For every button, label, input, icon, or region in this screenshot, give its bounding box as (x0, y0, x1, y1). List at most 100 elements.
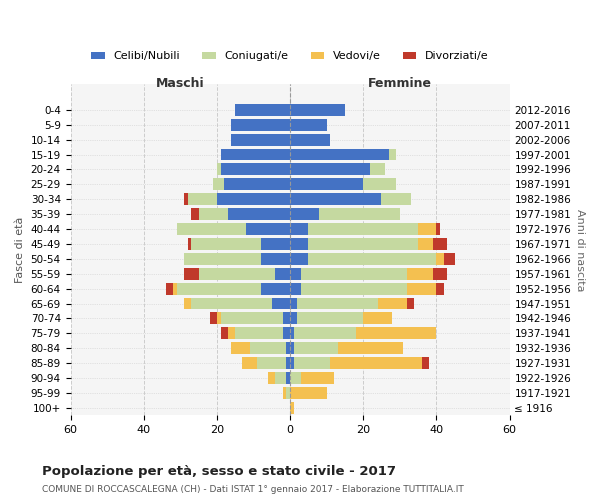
Bar (221, 164, 290, 175)
Bar (221, 328, 228, 340)
Bar (290, 282, 301, 294)
Bar (191, 298, 272, 310)
Bar (272, 298, 290, 310)
Bar (242, 357, 257, 369)
Bar (184, 268, 199, 280)
Bar (290, 253, 308, 265)
Text: Femmine: Femmine (368, 78, 432, 90)
Bar (407, 282, 436, 294)
Bar (217, 312, 221, 324)
Bar (184, 194, 188, 205)
Bar (293, 357, 330, 369)
Bar (232, 134, 290, 145)
Bar (407, 298, 415, 310)
Bar (268, 372, 275, 384)
Bar (173, 282, 176, 294)
Bar (283, 328, 290, 340)
Bar (261, 238, 290, 250)
Bar (176, 282, 261, 294)
Bar (188, 194, 217, 205)
Bar (356, 328, 436, 340)
Bar (290, 387, 326, 399)
Bar (290, 402, 293, 414)
Bar (217, 164, 221, 175)
Bar (298, 312, 363, 324)
Bar (290, 328, 293, 340)
Bar (308, 223, 418, 235)
Bar (293, 342, 338, 354)
Bar (286, 357, 290, 369)
Bar (213, 178, 224, 190)
Bar (199, 208, 228, 220)
Bar (286, 342, 290, 354)
Bar (389, 148, 396, 160)
Text: Popolazione per età, sesso e stato civile - 2017: Popolazione per età, sesso e stato civil… (42, 465, 396, 478)
Bar (290, 178, 363, 190)
Bar (301, 372, 334, 384)
Bar (433, 238, 448, 250)
Bar (275, 372, 286, 384)
Bar (436, 223, 440, 235)
Bar (224, 178, 290, 190)
Bar (290, 164, 370, 175)
Bar (232, 119, 290, 130)
Bar (308, 253, 436, 265)
Bar (298, 298, 378, 310)
Bar (261, 253, 290, 265)
Bar (250, 342, 286, 354)
Bar (443, 253, 455, 265)
Bar (290, 148, 389, 160)
Bar (290, 134, 330, 145)
Bar (283, 312, 290, 324)
Bar (301, 268, 407, 280)
Bar (228, 208, 290, 220)
Bar (363, 312, 392, 324)
Bar (286, 372, 290, 384)
Bar (257, 357, 286, 369)
Bar (290, 372, 301, 384)
Bar (418, 223, 436, 235)
Bar (436, 282, 443, 294)
Bar (290, 312, 298, 324)
Bar (319, 208, 400, 220)
Text: Maschi: Maschi (156, 78, 205, 90)
Bar (283, 387, 286, 399)
Bar (290, 268, 301, 280)
Bar (290, 208, 319, 220)
Bar (261, 282, 290, 294)
Bar (209, 312, 217, 324)
Y-axis label: Anni di nascita: Anni di nascita (575, 208, 585, 291)
Bar (290, 194, 382, 205)
Bar (246, 223, 290, 235)
Bar (217, 194, 290, 205)
Bar (221, 148, 290, 160)
Bar (166, 282, 173, 294)
Bar (184, 298, 191, 310)
Bar (293, 328, 356, 340)
Bar (232, 342, 250, 354)
Bar (338, 342, 403, 354)
Bar (436, 253, 443, 265)
Bar (418, 238, 433, 250)
Bar (363, 178, 396, 190)
Bar (176, 223, 246, 235)
Bar (290, 238, 308, 250)
Bar (275, 268, 290, 280)
Bar (188, 238, 191, 250)
Bar (290, 104, 345, 116)
Y-axis label: Fasce di età: Fasce di età (15, 216, 25, 283)
Text: COMUNE DI ROCCASCALEGNA (CH) - Dati ISTAT 1° gennaio 2017 - Elaborazione TUTTITA: COMUNE DI ROCCASCALEGNA (CH) - Dati ISTA… (42, 485, 464, 494)
Bar (290, 119, 326, 130)
Bar (235, 328, 283, 340)
Bar (184, 253, 261, 265)
Bar (308, 238, 418, 250)
Bar (407, 268, 433, 280)
Bar (370, 164, 385, 175)
Legend: Celibi/Nubili, Coniugati/e, Vedovi/e, Divorziati/e: Celibi/Nubili, Coniugati/e, Vedovi/e, Di… (87, 47, 493, 66)
Bar (228, 328, 235, 340)
Bar (330, 357, 422, 369)
Bar (378, 298, 407, 310)
Bar (290, 223, 308, 235)
Bar (290, 298, 298, 310)
Bar (290, 342, 293, 354)
